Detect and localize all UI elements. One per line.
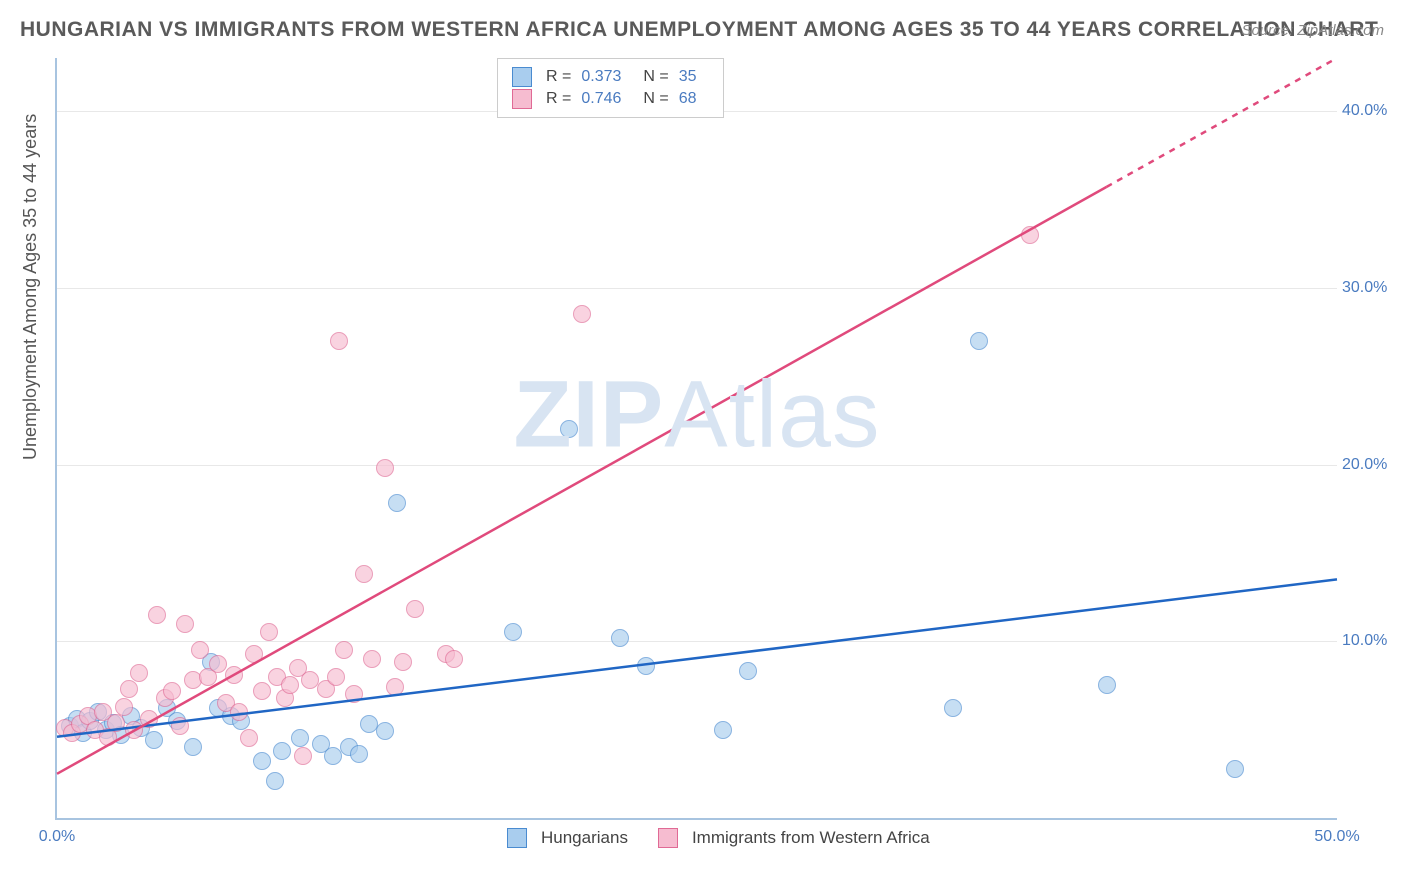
data-point — [107, 714, 125, 732]
legend-swatch — [512, 89, 532, 109]
y-tick-label: 30.0% — [1342, 279, 1397, 297]
data-point — [260, 623, 278, 641]
legend-series-label: Hungarians — [541, 828, 628, 848]
x-tick-label: 0.0% — [39, 828, 75, 846]
data-point — [330, 332, 348, 350]
correlation-legend: R = 0.373 N = 35 R = 0.746 N = 68 — [497, 58, 724, 118]
data-point — [266, 772, 284, 790]
legend-r-value: 0.746 — [581, 90, 621, 108]
data-point — [140, 710, 158, 728]
data-point — [573, 305, 591, 323]
data-point — [386, 678, 404, 696]
legend-row: R = 0.746 N = 68 — [512, 89, 709, 109]
data-point — [176, 615, 194, 633]
legend-swatch — [512, 67, 532, 87]
data-point — [148, 606, 166, 624]
gridline — [57, 288, 1337, 289]
data-point — [130, 664, 148, 682]
data-point — [560, 420, 578, 438]
chart-title: HUNGARIAN VS IMMIGRANTS FROM WESTERN AFR… — [20, 18, 1378, 42]
legend-n-value: 68 — [679, 90, 697, 108]
data-point — [335, 641, 353, 659]
data-point — [291, 729, 309, 747]
data-point — [225, 666, 243, 684]
data-point — [281, 676, 299, 694]
legend-n-value: 35 — [679, 68, 697, 86]
data-point — [120, 680, 138, 698]
data-point — [1021, 226, 1039, 244]
data-point — [245, 645, 263, 663]
data-point — [611, 629, 629, 647]
trend-lines — [57, 58, 1337, 818]
series-legend: Hungarians Immigrants from Western Africa — [507, 828, 950, 848]
data-point — [739, 662, 757, 680]
data-point — [345, 685, 363, 703]
data-point — [394, 653, 412, 671]
legend-swatch — [507, 828, 527, 848]
scatter-plot: ZIPAtlas R = 0.373N = 35R = 0.746N = 68 … — [55, 58, 1337, 820]
data-point — [125, 721, 143, 739]
data-point — [191, 641, 209, 659]
data-point — [184, 738, 202, 756]
data-point — [406, 600, 424, 618]
data-point — [363, 650, 381, 668]
gridline — [57, 465, 1337, 466]
gridline — [57, 641, 1337, 642]
legend-swatch — [658, 828, 678, 848]
x-tick-label: 50.0% — [1314, 828, 1359, 846]
data-point — [350, 745, 368, 763]
data-point — [163, 682, 181, 700]
legend-series-label: Immigrants from Western Africa — [692, 828, 930, 848]
data-point — [294, 747, 312, 765]
data-point — [714, 721, 732, 739]
legend-n-label: N = — [643, 68, 668, 86]
legend-r-label: R = — [546, 90, 571, 108]
y-tick-label: 10.0% — [1342, 632, 1397, 650]
legend-n-label: N = — [643, 90, 668, 108]
data-point — [253, 752, 271, 770]
legend-row: R = 0.373 N = 35 — [512, 67, 709, 87]
data-point — [327, 668, 345, 686]
data-point — [253, 682, 271, 700]
y-axis-label: Unemployment Among Ages 35 to 44 years — [20, 114, 41, 460]
data-point — [1098, 676, 1116, 694]
data-point — [637, 657, 655, 675]
legend-r-value: 0.373 — [581, 68, 621, 86]
data-point — [1226, 760, 1244, 778]
legend-r-label: R = — [546, 68, 571, 86]
data-point — [115, 698, 133, 716]
data-point — [273, 742, 291, 760]
y-tick-label: 40.0% — [1342, 102, 1397, 120]
data-point — [171, 717, 189, 735]
data-point — [944, 699, 962, 717]
data-point — [230, 703, 248, 721]
data-point — [504, 623, 522, 641]
data-point — [388, 494, 406, 512]
data-point — [970, 332, 988, 350]
source-label: Source: ZipAtlas.com — [1241, 22, 1384, 39]
data-point — [355, 565, 373, 583]
data-point — [376, 459, 394, 477]
data-point — [376, 722, 394, 740]
y-tick-label: 20.0% — [1342, 456, 1397, 474]
data-point — [445, 650, 463, 668]
data-point — [240, 729, 258, 747]
watermark: ZIPAtlas — [514, 361, 881, 470]
data-point — [145, 731, 163, 749]
